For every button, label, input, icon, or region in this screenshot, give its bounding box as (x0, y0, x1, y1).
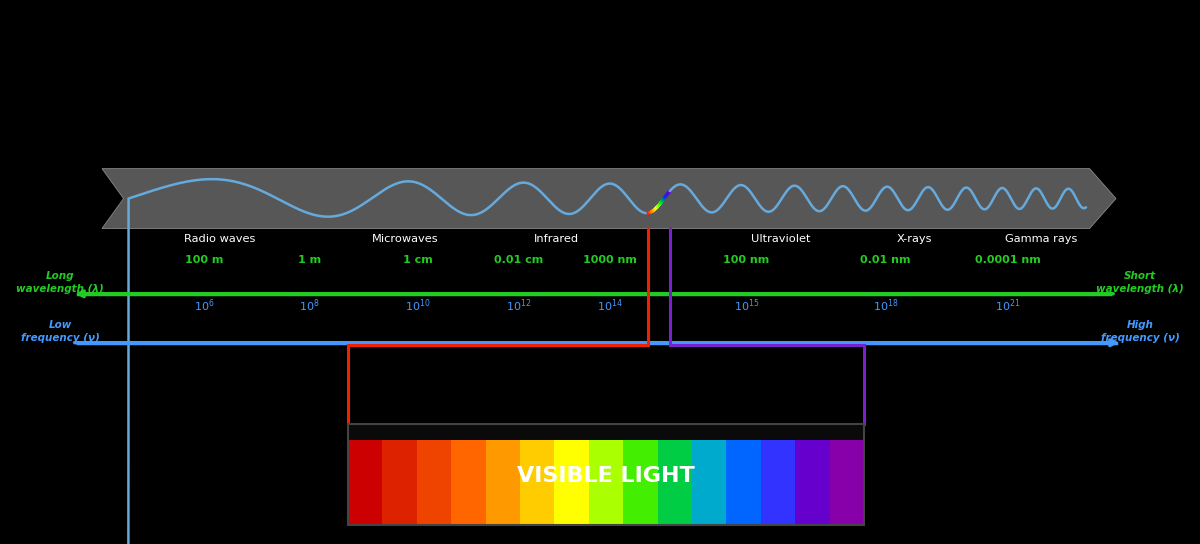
Text: Low
frequency (ν): Low frequency (ν) (20, 320, 100, 343)
Text: Gamma rays: Gamma rays (1006, 234, 1078, 244)
Text: 1 cm: 1 cm (403, 256, 432, 265)
Text: High
frequency (ν): High frequency (ν) (1100, 320, 1180, 343)
Text: Short
wavelength (λ): Short wavelength (λ) (1096, 271, 1184, 294)
Bar (796, 424, 830, 525)
Text: VISIBLE LIGHT: VISIBLE LIGHT (517, 466, 695, 486)
Text: $10^{21}$: $10^{21}$ (995, 298, 1021, 314)
Text: Radio waves: Radio waves (184, 234, 256, 244)
Bar (726, 424, 762, 525)
Bar (348, 424, 384, 525)
Text: Ultraviolet: Ultraviolet (751, 234, 811, 244)
Bar (829, 424, 865, 525)
Bar (520, 424, 556, 525)
Text: 1 m: 1 m (298, 256, 322, 265)
Bar (383, 424, 418, 525)
Bar (416, 424, 452, 525)
Text: 100 m: 100 m (185, 256, 223, 265)
Bar (623, 424, 659, 525)
Polygon shape (102, 169, 1116, 228)
Text: Infrared: Infrared (534, 234, 580, 244)
Bar (451, 424, 487, 525)
Bar (761, 424, 797, 525)
Text: 1000 nm: 1000 nm (583, 256, 636, 265)
Bar (589, 424, 624, 525)
Bar (348, 424, 864, 440)
Text: 0.0001 nm: 0.0001 nm (976, 256, 1040, 265)
Bar (658, 424, 694, 525)
Bar (486, 424, 521, 525)
Text: 0.01 nm: 0.01 nm (860, 256, 911, 265)
Text: $10^{12}$: $10^{12}$ (505, 298, 532, 314)
Bar (554, 424, 590, 525)
Bar (348, 424, 864, 525)
Text: $10^{10}$: $10^{10}$ (404, 298, 431, 314)
Text: Microwaves: Microwaves (372, 234, 439, 244)
Text: $10^{6}$: $10^{6}$ (193, 298, 215, 314)
Text: X-rays: X-rays (896, 234, 932, 244)
Text: 0.01 cm: 0.01 cm (493, 256, 544, 265)
Text: Long
wavelength (λ): Long wavelength (λ) (16, 271, 104, 294)
Bar (692, 424, 727, 525)
Text: $10^{18}$: $10^{18}$ (872, 298, 899, 314)
Text: $10^{8}$: $10^{8}$ (299, 298, 320, 314)
Text: $10^{14}$: $10^{14}$ (596, 298, 623, 314)
Text: $10^{15}$: $10^{15}$ (733, 298, 760, 314)
Text: 100 nm: 100 nm (724, 256, 769, 265)
